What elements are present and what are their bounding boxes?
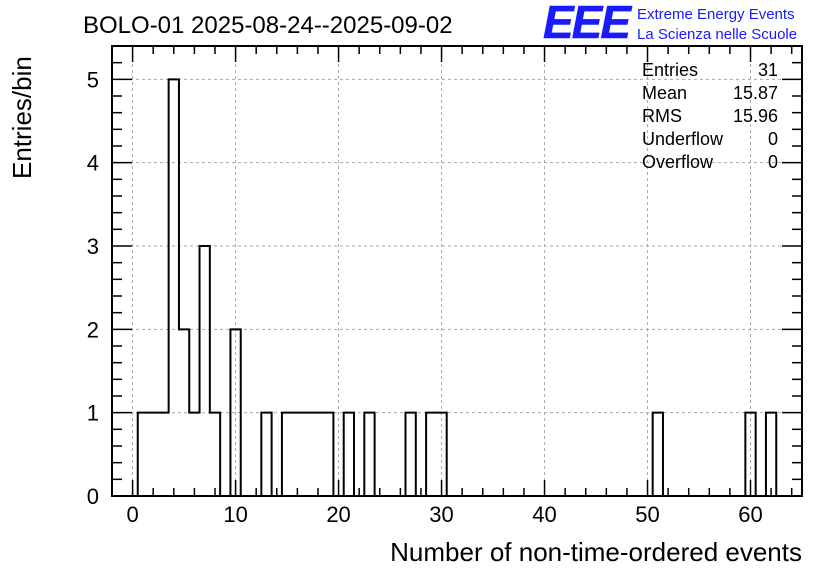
x-tick-label: 30 (429, 502, 453, 527)
y-tick-label: 0 (87, 484, 99, 509)
histogram-bin (364, 413, 374, 496)
histogram-bin (292, 413, 302, 496)
x-tick-label: 60 (738, 502, 762, 527)
histogram-bin (406, 413, 416, 496)
eee-logo: EEE Extreme Energy Events La Scienza nel… (543, 0, 797, 48)
x-tick-label: 50 (635, 502, 659, 527)
stats-value: 15.96 (733, 106, 778, 126)
y-axis-title: Entries/bin (7, 56, 37, 179)
axis-ticks (112, 46, 802, 497)
stats-value: 31 (758, 60, 778, 80)
stats-label: Entries (642, 60, 698, 80)
histogram-bin (138, 413, 148, 496)
histogram-bin (313, 413, 323, 496)
histogram-bin (148, 413, 158, 496)
x-tick-label: 0 (126, 502, 138, 527)
x-tick-label: 20 (326, 502, 350, 527)
logo-line-1: Extreme Energy Events (637, 6, 795, 23)
histogram-bin (200, 246, 210, 496)
histogram-bin (230, 329, 240, 496)
histogram-bin (169, 79, 179, 496)
histogram-bin (323, 413, 333, 496)
y-tick-labels: 0 1 2 3 4 5 (87, 67, 99, 509)
histogram-bin (189, 413, 199, 496)
histogram-bin (344, 413, 354, 496)
stats-value: 0 (768, 129, 778, 149)
stats-box: Entries 31 Mean 15.87 RMS 15.96 Underflow 0 Over… (642, 60, 778, 172)
stats-label: Underflow (642, 129, 724, 149)
x-tick-label: 10 (223, 502, 247, 527)
y-tick-label: 3 (87, 234, 99, 259)
stats-value: 0 (768, 152, 778, 172)
stats-value: 15.87 (733, 83, 778, 103)
stats-label: Overflow (642, 152, 714, 172)
grid-lines (112, 46, 802, 497)
histogram-line (112, 78, 802, 497)
y-tick-label: 4 (87, 151, 99, 176)
stats-label: RMS (642, 106, 682, 126)
histogram-bin (766, 413, 776, 496)
y-tick-label: 1 (87, 401, 99, 426)
histogram-outline (112, 78, 802, 497)
y-tick-label: 2 (87, 317, 99, 342)
histogram-bin (179, 329, 189, 496)
histogram-bin (282, 413, 292, 496)
logo-line-2: La Scienza nelle Scuole (637, 26, 797, 43)
y-tick-label: 5 (87, 67, 99, 92)
histogram-bin (653, 413, 663, 496)
x-tick-labels: 0 10 20 30 40 50 60 (126, 502, 762, 527)
frame-rect (111, 45, 803, 497)
logo-mark: EEE (543, 0, 632, 48)
histogram-bin (426, 413, 436, 496)
histogram-bin (158, 413, 168, 496)
histogram-bin (303, 413, 313, 496)
histogram-bin (261, 413, 271, 496)
histogram-bin (210, 413, 220, 496)
x-tick-label: 40 (532, 502, 556, 527)
plot-frame (111, 45, 803, 497)
x-axis-title: Number of non-time-ordered events (390, 537, 802, 567)
chart-title: BOLO-01 2025-08-24--2025-09-02 (83, 12, 453, 39)
stats-label: Mean (642, 83, 687, 103)
